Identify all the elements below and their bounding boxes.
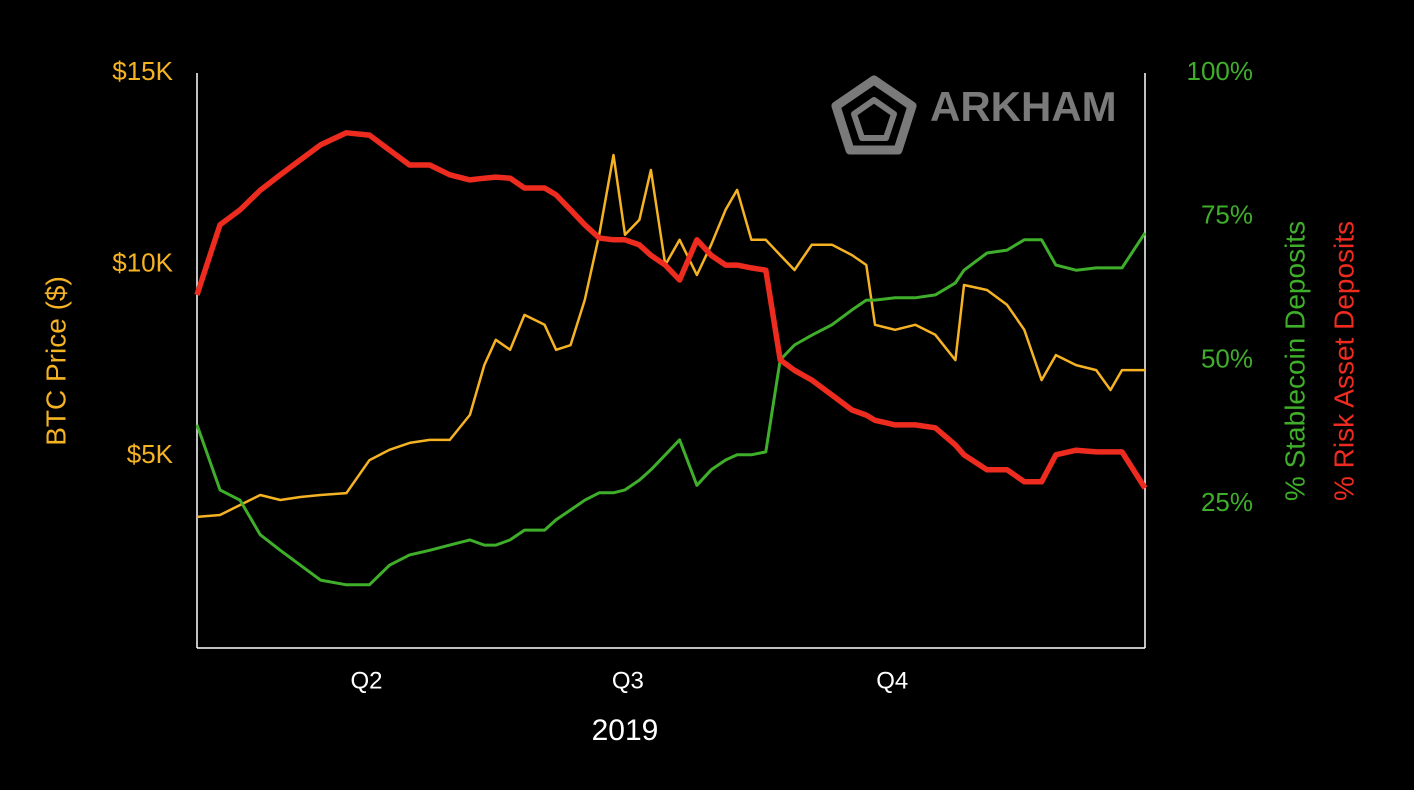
y-tick-label: $10K xyxy=(112,248,173,278)
x-axis-label: 2019 xyxy=(592,714,659,747)
y2-tick-label: 100% xyxy=(1187,56,1254,86)
y2-tick-label: 75% xyxy=(1201,200,1253,230)
x-tick-label: Q2 xyxy=(350,667,382,694)
series-line xyxy=(195,232,1147,587)
y2-tick-label: 25% xyxy=(1201,487,1253,517)
y2-axis-label: % Risk Asset Deposits xyxy=(1328,221,1359,501)
x-tick-label: Q3 xyxy=(612,667,644,694)
logo xyxy=(831,75,917,155)
y-axis-label: BTC Price ($) xyxy=(40,276,71,446)
series-line xyxy=(194,130,1148,490)
watermark: ARKHAM xyxy=(930,83,1117,130)
y-tick-label: $15K xyxy=(112,56,173,86)
y-tick-label: $5K xyxy=(127,439,174,469)
series-line xyxy=(196,153,1145,519)
y2-axis-label: % Stablecoin Deposits xyxy=(1279,221,1310,501)
x-tick-label: Q4 xyxy=(876,667,908,694)
y2-tick-label: 50% xyxy=(1201,343,1253,373)
